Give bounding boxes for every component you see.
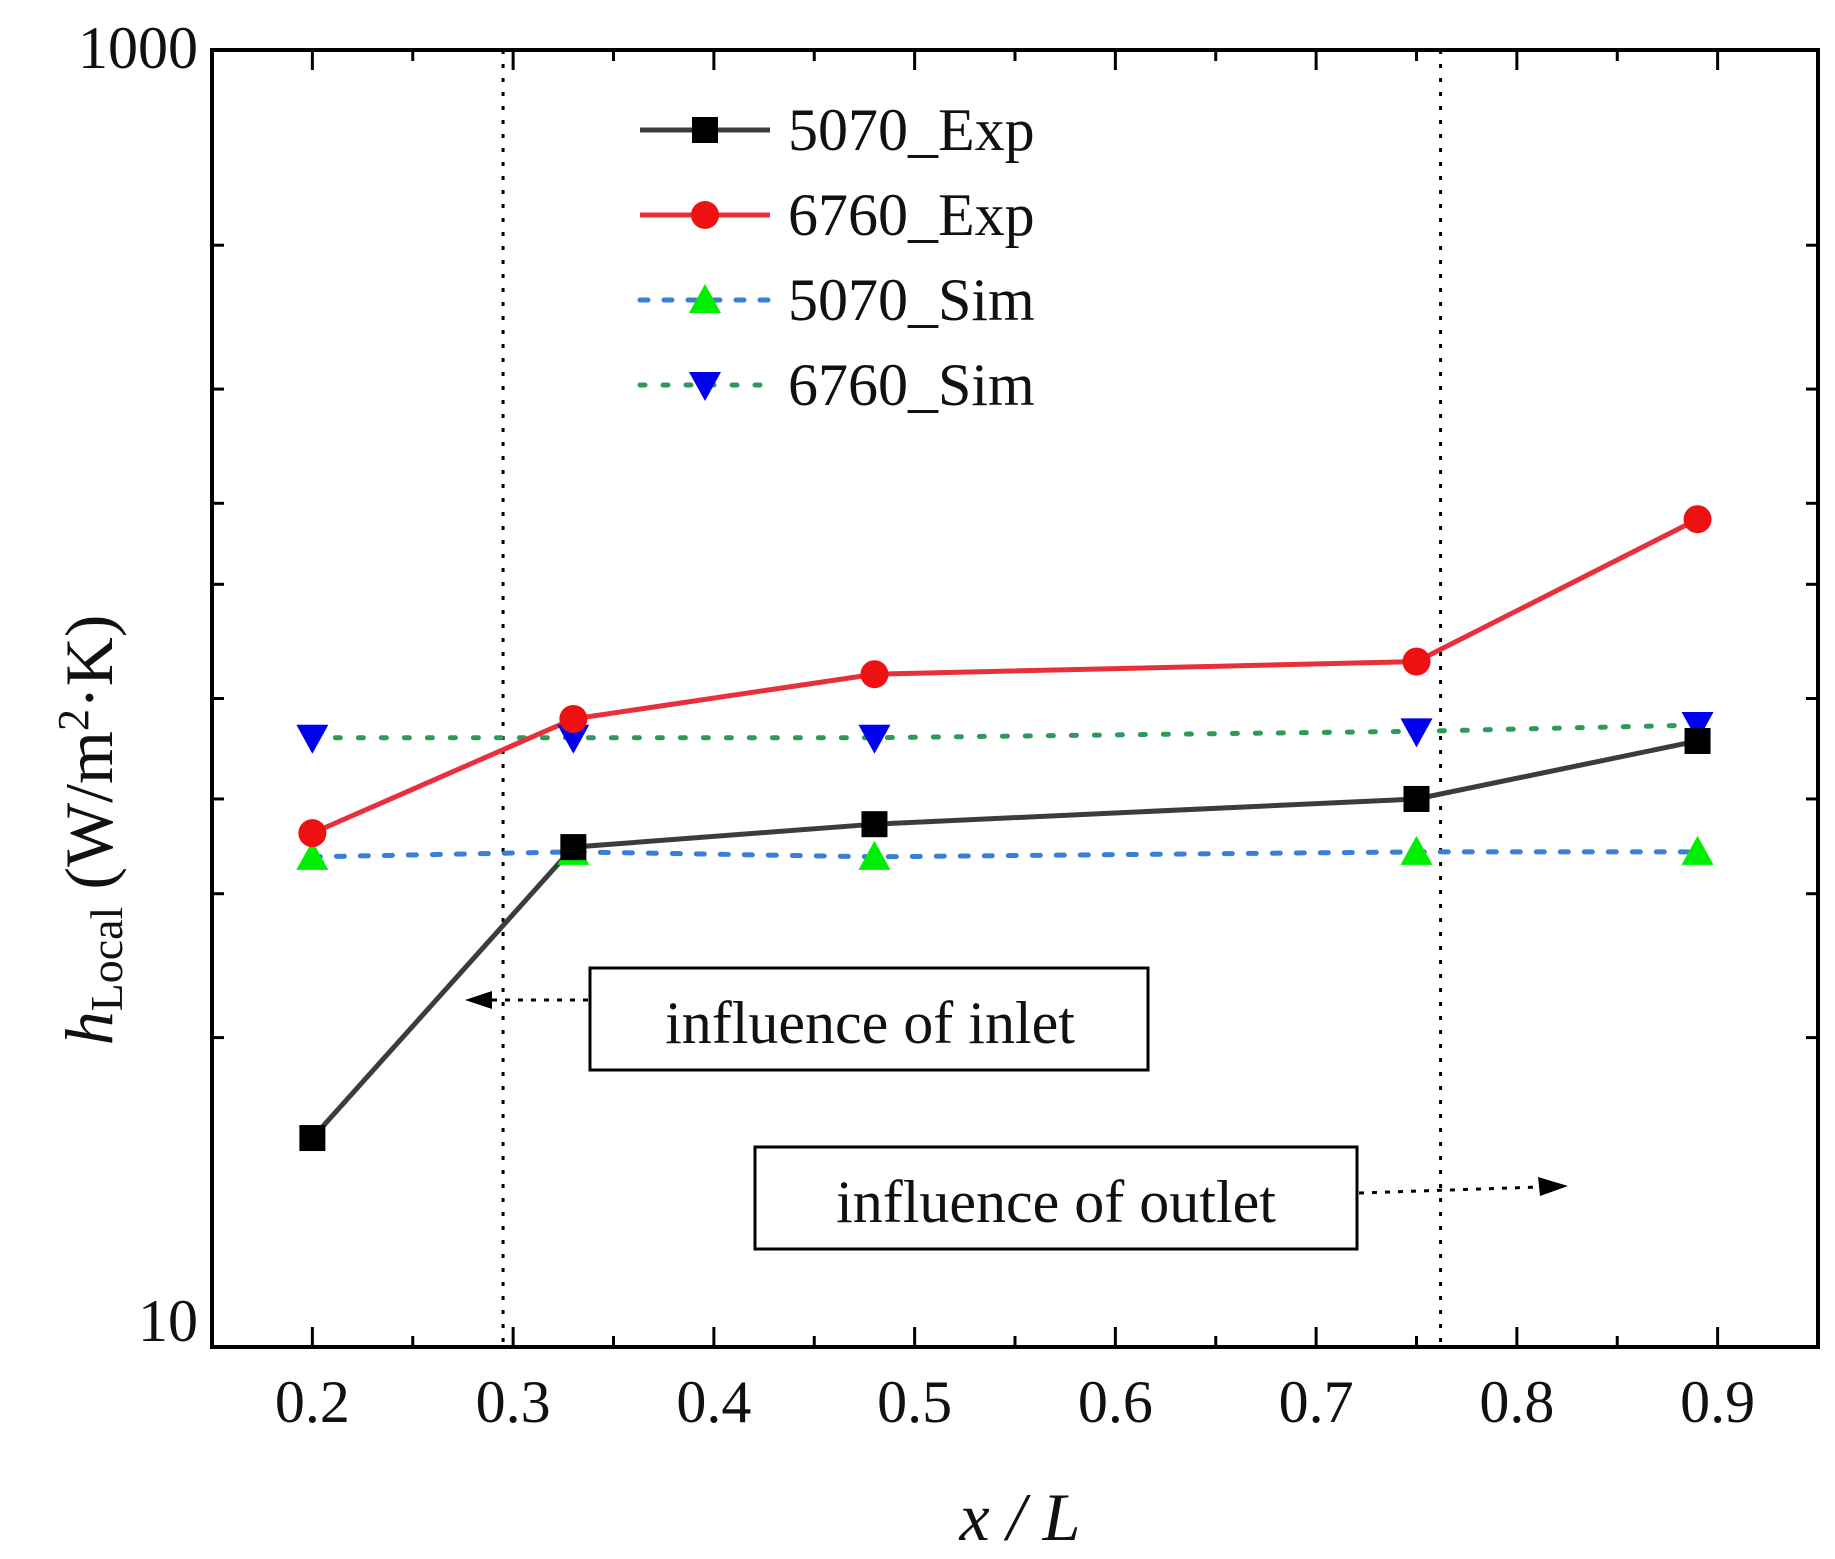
data-point-6760_Exp <box>298 819 327 848</box>
series-line-5070_Sim <box>309 849 1701 860</box>
annotation-inlet-text: influence of inlet <box>665 990 1075 1056</box>
annotation-outlet-box <box>753 1145 1359 1251</box>
y-axis-title-main: h <box>51 1011 127 1045</box>
data-point-5070_Exp <box>1403 785 1430 812</box>
legend: 5070_Exp 6760_Exp 5070_Sim 6760_Sim <box>637 97 1035 418</box>
data-point-5070_Exp <box>299 1125 326 1152</box>
y-axis-title-sub: Local <box>81 907 132 1012</box>
x-tick-label: 0.3 <box>476 1369 551 1435</box>
legend-marker-6760_Sim <box>689 372 721 401</box>
series-layer <box>296 505 1714 1152</box>
x-tick-label: 0.8 <box>1479 1369 1554 1435</box>
y-axis-title: hLocal (W/m2·K) <box>49 615 133 1046</box>
y-axis-title-unit: (W/m <box>51 731 127 907</box>
y-axis-title-unit-sup: 2 <box>49 709 98 731</box>
data-point-5070_Sim <box>1681 835 1714 865</box>
annotation-inlet-box <box>588 966 1150 1072</box>
legend-marker-5070_Sim <box>689 284 721 313</box>
data-point-6760_Sim <box>557 724 590 754</box>
x-tick-label: 0.7 <box>1279 1369 1354 1435</box>
x-tick-label: 0.2 <box>275 1369 350 1435</box>
data-point-5070_Exp <box>1684 727 1711 754</box>
data-point-6760_Sim <box>1681 712 1714 742</box>
legend-label-5070_Exp: 5070_Exp <box>788 97 1035 163</box>
data-point-6760_Exp <box>860 660 889 689</box>
annotation-outlet-arrow-head <box>1538 1177 1568 1196</box>
x-tick-label: 0.5 <box>877 1369 952 1435</box>
axis-ticks: 0.2 0.3 0.4 0.5 0.6 0.7 0.8 0.9 10 1000 <box>78 15 1818 1435</box>
data-point-6760_Sim <box>858 724 891 754</box>
x-tick-label: 0.6 <box>1078 1369 1153 1435</box>
data-point-5070_Sim <box>296 840 329 870</box>
series-line-5070_Exp <box>310 738 1699 1140</box>
data-point-5070_Exp <box>560 834 587 861</box>
series-line-6760_Sim <box>309 722 1701 741</box>
legend-marker-5070_Exp <box>692 117 718 143</box>
x-axis-title: x / L <box>959 1479 1081 1555</box>
data-point-5070_Sim <box>1400 835 1433 865</box>
data-point-5070_Sim <box>858 840 891 870</box>
data-point-6760_Sim <box>296 724 329 754</box>
x-tick-label: 0.4 <box>676 1369 751 1435</box>
axis-labels: x / L hLocal (W/m2·K) <box>49 615 1081 1555</box>
data-point-6760_Sim <box>1400 718 1433 748</box>
data-point-6760_Exp <box>1683 505 1712 534</box>
annotation-inlet-arrow-head <box>465 991 492 1009</box>
data-point-6760_Exp <box>559 704 588 733</box>
legend-marker-6760_Exp <box>691 201 719 229</box>
data-point-6760_Exp <box>1402 647 1431 676</box>
annotations: influence of inlet influence of outlet <box>465 966 1568 1251</box>
y-tick-label: 1000 <box>78 15 198 81</box>
legend-label-6760_Sim: 6760_Sim <box>788 352 1035 418</box>
annotation-outlet-arrow-line <box>1358 1185 1541 1195</box>
x-tick-label: 0.9 <box>1680 1369 1755 1435</box>
legend-label-6760_Exp: 6760_Exp <box>788 182 1035 248</box>
y-axis-title-unit-suffix: ·K) <box>51 615 127 709</box>
annotation-outlet-text: influence of outlet <box>836 1169 1276 1235</box>
y-tick-label: 10 <box>138 1288 198 1354</box>
legend-label-5070_Sim: 5070_Sim <box>788 267 1035 333</box>
region-dividers <box>501 50 1443 1347</box>
data-point-5070_Exp <box>861 811 888 838</box>
